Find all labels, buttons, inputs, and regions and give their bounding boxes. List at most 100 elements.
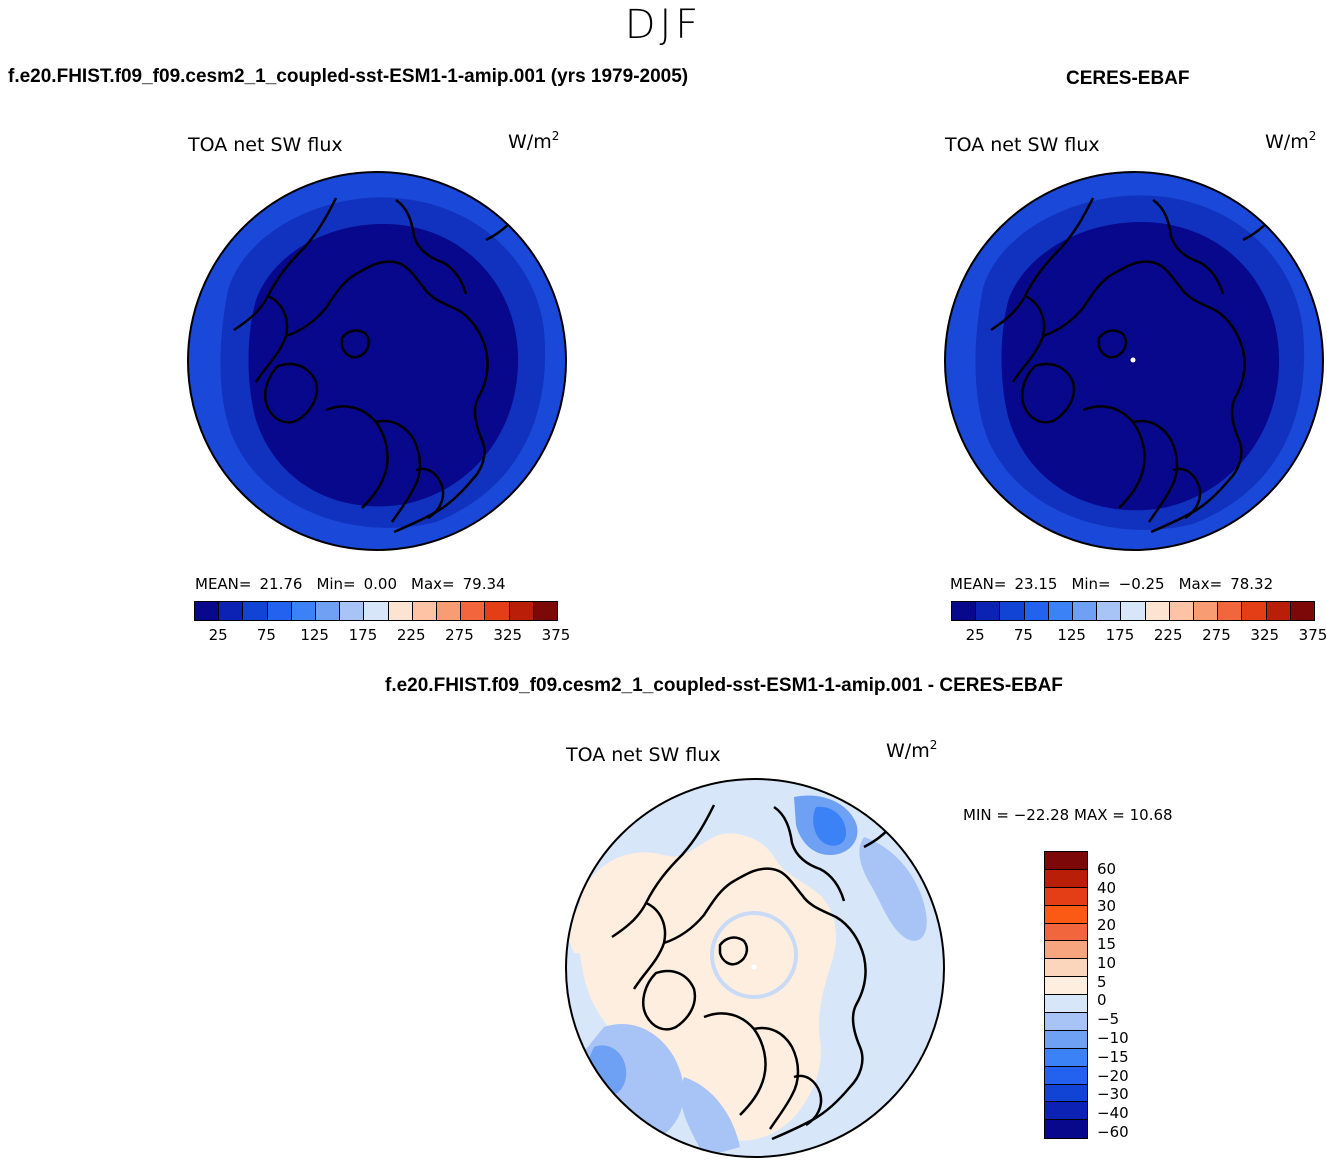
obs-colorbar-tick-label: 375 bbox=[1298, 626, 1327, 644]
diff-colorbar-swatch bbox=[1045, 977, 1087, 996]
diff-colorbar-tick-label: 0 bbox=[1097, 991, 1107, 1010]
obs-colorbar-swatch bbox=[1024, 602, 1049, 620]
model-stats: MEAN= 21.76 Min= 0.00 Max= 79.34 bbox=[195, 575, 506, 593]
obs-colorbar-tick-label: 325 bbox=[1250, 626, 1280, 644]
obs-colorbar-swatch bbox=[976, 602, 1001, 620]
model-colorbar-tick-label: 225 bbox=[396, 626, 426, 644]
model-colorbar-tick-label: 175 bbox=[348, 626, 378, 644]
obs-colorbar-tick-label: 25 bbox=[965, 626, 985, 644]
diff-colorbar-swatch bbox=[1045, 1102, 1087, 1121]
model-inner-band bbox=[248, 224, 519, 507]
diff-colorbar-tick-label: 40 bbox=[1097, 878, 1117, 897]
obs-colorbar-swatch bbox=[1194, 602, 1219, 620]
obs-colorbar-tick-label: 175 bbox=[1105, 626, 1135, 644]
diff-units: W/m2 bbox=[886, 738, 938, 762]
diff-colorbar-tick-label: −40 bbox=[1097, 1104, 1129, 1123]
model-colorbar-swatch bbox=[412, 602, 438, 620]
model-coastlines bbox=[233, 197, 517, 534]
diff-colorbar-tick-label: −60 bbox=[1097, 1123, 1129, 1141]
model-colorbar-swatch bbox=[437, 602, 462, 620]
obs-units: W/m2 bbox=[1265, 129, 1317, 153]
model-colorbar-swatch bbox=[340, 602, 365, 620]
diff-colorbar-tick-label: −15 bbox=[1097, 1047, 1129, 1066]
model-colorbar-swatch bbox=[461, 602, 486, 620]
model-colorbar bbox=[194, 601, 558, 621]
diff-case-title: f.e20.FHIST.f09_f09.cesm2_1_coupled-sst-… bbox=[385, 675, 1063, 696]
diff-colorbar-tick-label: −30 bbox=[1097, 1085, 1129, 1104]
diff-colorbar-swatch bbox=[1045, 852, 1087, 870]
obs-colorbar-swatch bbox=[1000, 602, 1025, 620]
diff-colorbar-swatch bbox=[1045, 995, 1087, 1014]
diff-colorbar-swatch bbox=[1045, 923, 1087, 942]
model-colorbar-swatch bbox=[195, 602, 220, 620]
obs-colorbar-swatch bbox=[1169, 602, 1195, 620]
obs-colorbar-swatch bbox=[1048, 602, 1074, 620]
diff-colorbar-tick-label: −5 bbox=[1097, 1010, 1120, 1029]
model-colorbar-swatch bbox=[243, 602, 268, 620]
obs-colorbar-tick-label: 275 bbox=[1202, 626, 1231, 644]
model-colorbar-tick-label: 375 bbox=[541, 626, 571, 644]
obs-colorbar-swatch bbox=[1266, 602, 1291, 620]
model-colorbar-swatch bbox=[316, 602, 341, 620]
diff-colorbar-tick-label: 15 bbox=[1097, 935, 1117, 953]
diff-colorbar-tick-label: 60 bbox=[1097, 859, 1117, 878]
diff-colorbar-tick-label: 10 bbox=[1097, 953, 1117, 972]
diff-colorbar-swatch bbox=[1045, 941, 1087, 960]
obs-pole-dot bbox=[1130, 357, 1136, 363]
model-variable-label: TOA net SW flux bbox=[188, 134, 343, 156]
diff-pole-ring bbox=[710, 911, 798, 999]
diff-colorbar-swatch bbox=[1045, 1030, 1087, 1049]
model-colorbar-ticks: 25 75 125 175 225 275 325 375 bbox=[194, 626, 571, 646]
diff-coastlines bbox=[611, 804, 895, 1141]
model-colorbar-swatch bbox=[509, 602, 534, 620]
diff-colorbar-tick-label: 30 bbox=[1097, 897, 1117, 916]
obs-colorbar-swatch bbox=[1242, 602, 1267, 620]
model-colorbar-swatch bbox=[219, 602, 244, 620]
obs-colorbar-swatch bbox=[952, 602, 977, 620]
model-units: W/m2 bbox=[508, 129, 560, 153]
obs-colorbar-tick-label: 125 bbox=[1057, 626, 1086, 644]
model-colorbar-tick-label: 275 bbox=[445, 626, 474, 644]
diff-polar-map bbox=[565, 778, 945, 1158]
obs-colorbar-swatch bbox=[1145, 602, 1170, 620]
obs-colorbar-swatch bbox=[1073, 602, 1098, 620]
diff-variable-label: TOA net SW flux bbox=[566, 744, 721, 766]
model-colorbar-swatch bbox=[364, 602, 389, 620]
obs-stats: MEAN= 23.15 Min= −0.25 Max= 78.32 bbox=[950, 575, 1274, 593]
diff-colorbar-tick-label: −20 bbox=[1097, 1066, 1129, 1085]
obs-case-title: CERES-EBAF bbox=[1066, 68, 1190, 89]
model-colorbar-swatch bbox=[485, 602, 510, 620]
obs-colorbar-swatch bbox=[1097, 602, 1122, 620]
diff-min-max: MIN = −22.28 MAX = 10.68 bbox=[963, 806, 1173, 824]
diff-colorbar-tick-label: −10 bbox=[1097, 1029, 1129, 1047]
obs-colorbar-swatch bbox=[1121, 602, 1146, 620]
diff-colorbar-tick-label: 5 bbox=[1097, 972, 1107, 991]
model-colorbar-swatch bbox=[388, 602, 413, 620]
diff-colorbar-swatch bbox=[1045, 1013, 1087, 1031]
model-colorbar-tick-label: 125 bbox=[300, 626, 329, 644]
diff-colorbar bbox=[1044, 851, 1088, 1140]
obs-colorbar-swatch bbox=[1290, 602, 1315, 620]
model-colorbar-swatch bbox=[291, 602, 317, 620]
model-colorbar-swatch bbox=[533, 602, 558, 620]
obs-coastlines bbox=[990, 197, 1274, 534]
diff-colorbar-swatch bbox=[1045, 1120, 1087, 1139]
obs-inner-band bbox=[1001, 222, 1280, 511]
model-colorbar-tick-label: 25 bbox=[208, 626, 228, 644]
diff-colorbar-swatch bbox=[1045, 959, 1087, 978]
diff-colorbar-swatch bbox=[1045, 1084, 1087, 1103]
diff-colorbar-swatch bbox=[1045, 869, 1087, 888]
diff-colorbar-swatch bbox=[1045, 887, 1087, 906]
model-colorbar-tick-label: 325 bbox=[493, 626, 523, 644]
season-title: DJF bbox=[624, 2, 703, 48]
obs-polar-map bbox=[944, 171, 1324, 551]
model-colorbar-swatch bbox=[267, 602, 292, 620]
obs-colorbar bbox=[951, 601, 1315, 621]
obs-colorbar-ticks: 25 75 125 175 225 275 325 375 bbox=[951, 626, 1327, 646]
diff-colorbar-swatch bbox=[1045, 905, 1087, 924]
diff-colorbar-ticks: 60 40 30 20 15 10 5 0 −5 −10 −15 −20 −30 −40 −60 bbox=[1097, 851, 1157, 1151]
obs-variable-label: TOA net SW flux bbox=[945, 134, 1100, 156]
obs-colorbar-tick-label: 225 bbox=[1153, 626, 1183, 644]
diff-colorbar-swatch bbox=[1045, 1066, 1087, 1085]
diff-colorbar-tick-label: 20 bbox=[1097, 916, 1117, 935]
